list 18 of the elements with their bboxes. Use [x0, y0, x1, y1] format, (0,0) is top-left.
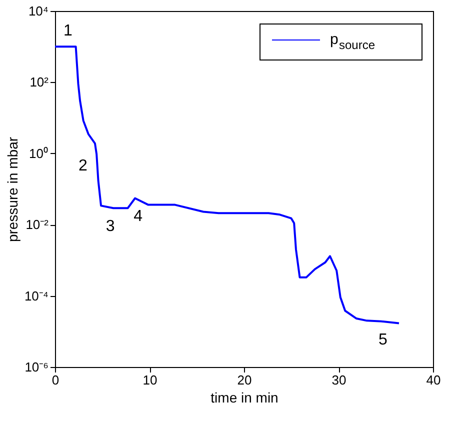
y-tick-label: 10⁴: [28, 4, 48, 18]
y-axis-title: pressure in mbar: [4, 136, 20, 242]
y-tick-label: 10⁻²: [26, 217, 50, 232]
y-tick-label: 10⁻⁴: [24, 288, 48, 304]
x-tick-label: 10: [142, 372, 158, 388]
annotation: 4: [134, 208, 143, 226]
x-tick-label: 30: [332, 372, 346, 388]
x-axis-title: time in min: [210, 390, 278, 406]
x-tick-label: 20: [237, 372, 252, 388]
annotation: 3: [106, 218, 115, 236]
x-tick-label: 40: [426, 372, 441, 388]
annotation: 1: [64, 22, 73, 40]
y-tick-label: 10²: [30, 74, 50, 90]
y-tick-label: 10⁻⁶: [24, 360, 48, 374]
annotation: 5: [378, 331, 388, 348]
x-tick-label: 0: [52, 372, 60, 388]
annotation: 2: [78, 157, 88, 174]
y-tick-label: 10⁰: [29, 146, 48, 161]
